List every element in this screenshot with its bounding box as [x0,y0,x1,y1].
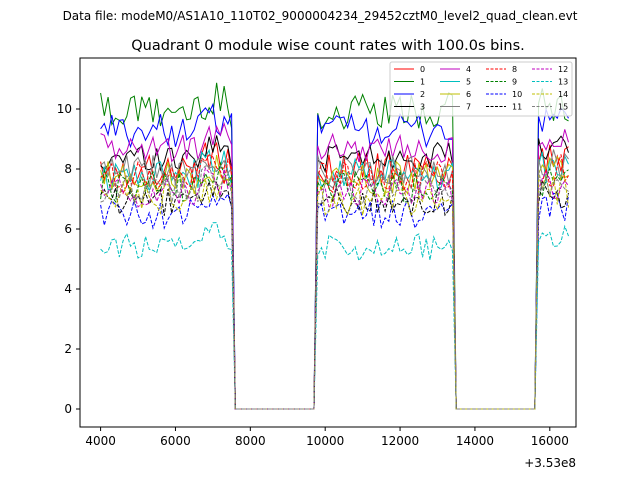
axes-frame [79,57,577,428]
y-axis: 0 2 4 6 8 10 [57,102,80,416]
legend-label-5: 5 [466,78,471,87]
legend-label-4: 4 [466,65,471,74]
legend-label-13: 13 [558,78,568,87]
x-offset-label: +3.53e8 [524,456,576,470]
series-line-5 [100,148,569,410]
x-tick-label: 10000 [306,434,344,448]
series-line-10 [100,192,570,410]
y-tick-label: 2 [64,342,72,356]
x-tick-label: 4000 [85,434,116,448]
series-line-13 [100,222,569,410]
series-line-4 [100,121,569,410]
x-axis: 4000 6000 8000 10000 12000 14000 16000 [85,427,569,448]
legend-label-11: 11 [512,103,522,112]
series-line-2 [100,102,569,410]
series-line-11 [100,179,569,410]
y-tick-label: 6 [64,222,72,236]
legend-box [389,61,573,117]
x-tick-label: 8000 [235,434,266,448]
legend-label-6: 6 [466,90,471,99]
y-tick-label: 4 [64,282,72,296]
legend-label-2: 2 [420,90,425,99]
x-tick-label: 14000 [456,434,494,448]
legend-label-9: 9 [512,78,517,87]
series-line-15 [100,164,569,410]
y-tick-label: 8 [64,162,72,176]
x-tick-label: 16000 [531,434,569,448]
legend-label-14: 14 [558,90,568,99]
series-line-6 [100,154,569,410]
legend-label-8: 8 [512,65,517,74]
legend-label-10: 10 [512,90,522,99]
legend-label-7: 7 [466,103,471,112]
series-line-12 [100,167,569,410]
plot-lines [100,82,570,410]
x-tick-label: 12000 [381,434,419,448]
series-line-3 [100,135,569,410]
y-tick-label: 0 [64,402,72,416]
x-tick-label: 6000 [160,434,191,448]
series-line-14 [100,174,570,410]
legend-label-3: 3 [420,103,425,112]
legend-label-1: 1 [420,78,425,87]
suptitle: Data file: modeM0/AS1A10_110T02_90000042… [63,9,578,23]
legend-label-15: 15 [558,103,568,112]
series-line-9 [100,161,569,410]
y-tick-label: 10 [57,102,72,116]
chart-title: Quadrant 0 module wise count rates with … [131,38,525,54]
legend-label-0: 0 [420,65,425,74]
legend-label-12: 12 [558,65,568,74]
